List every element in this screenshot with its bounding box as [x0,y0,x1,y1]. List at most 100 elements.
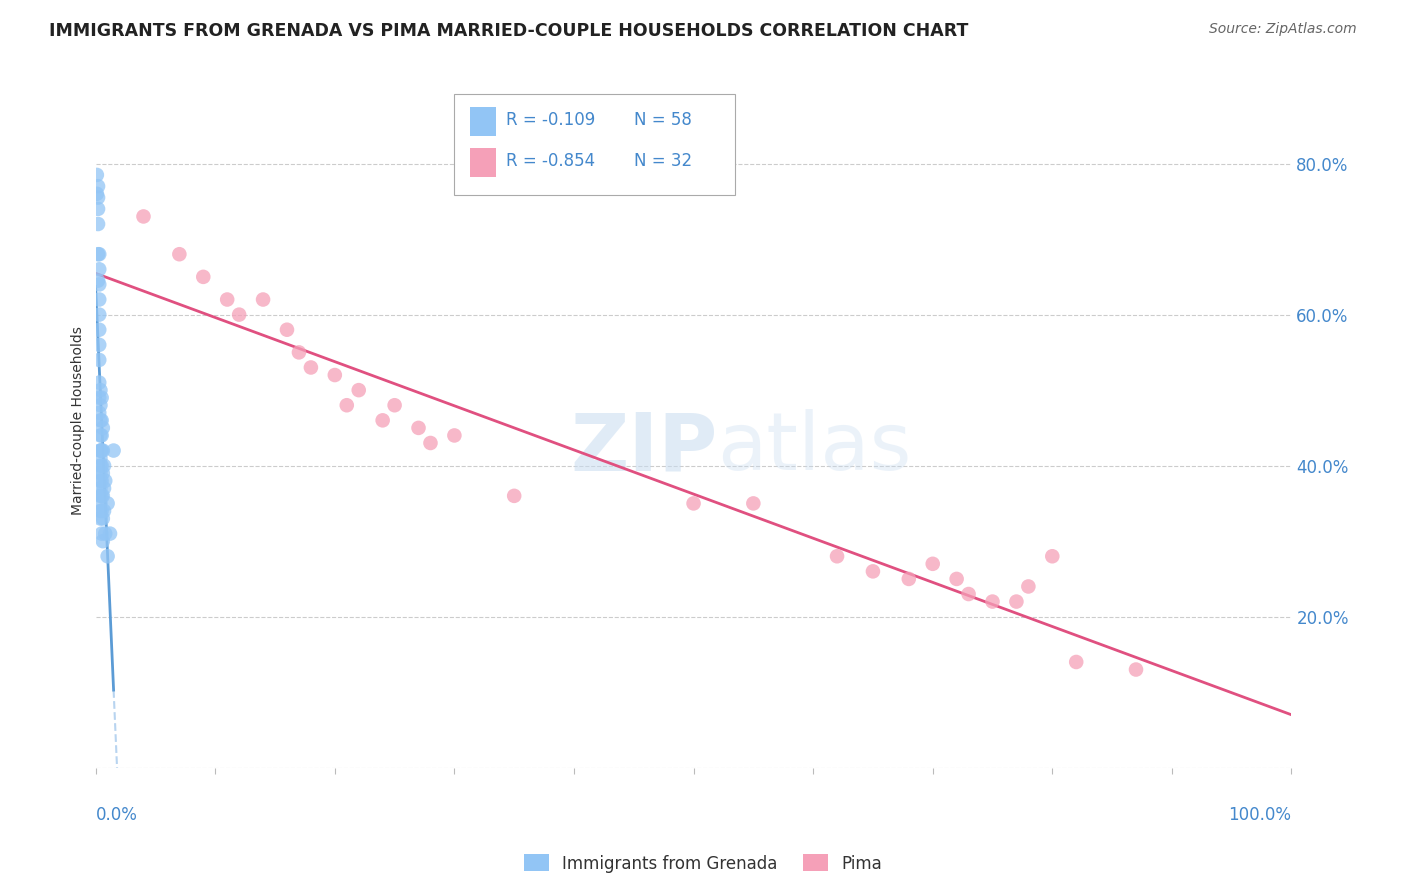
Point [91,511,114,525]
Point [169,247,191,261]
Point [132,210,155,224]
Text: IMMIGRANTS FROM GRENADA VS PIMA MARRIED-COUPLE HOUSEHOLDS CORRELATION CHART: IMMIGRANTS FROM GRENADA VS PIMA MARRIED-… [49,22,969,40]
Point [945,572,967,586]
Point [1017,579,1039,593]
Point [89,511,111,525]
Text: atlas: atlas [717,409,912,487]
Point [862,565,884,579]
Point [94,526,117,541]
Point [89,338,111,352]
Point [89,504,111,518]
Point [825,549,848,564]
Point [97,496,120,510]
Point [897,572,920,586]
Point [89,391,111,405]
Point [443,428,465,442]
FancyBboxPatch shape [454,94,735,194]
Point [93,504,115,518]
Point [86,186,108,201]
Point [91,534,114,549]
Point [336,398,359,412]
Point [89,376,111,390]
Point [90,413,112,427]
Point [87,190,110,204]
Point [1064,655,1087,669]
Point [408,421,430,435]
Point [89,308,111,322]
Point [90,504,112,518]
Point [1125,663,1147,677]
Point [981,594,1004,608]
Point [89,489,111,503]
Point [957,587,980,601]
Text: Source: ZipAtlas.com: Source: ZipAtlas.com [1209,22,1357,37]
Point [89,474,111,488]
Text: 0.0%: 0.0% [96,805,138,824]
Text: R = -0.109: R = -0.109 [506,111,595,128]
Point [89,496,111,510]
Point [90,443,112,458]
Point [87,274,110,288]
Point [94,474,117,488]
Point [89,398,111,412]
Point [347,383,370,397]
Point [89,443,111,458]
Point [193,269,215,284]
Point [89,458,111,473]
Legend: Immigrants from Grenada, Pima: Immigrants from Grenada, Pima [517,847,889,880]
Point [91,466,114,480]
Text: R = -0.854: R = -0.854 [506,153,595,170]
Text: ZIP: ZIP [571,409,717,487]
Point [89,247,111,261]
Point [91,443,114,458]
Point [1005,594,1028,608]
Point [1040,549,1063,564]
Point [97,549,120,564]
Point [419,436,441,450]
Point [288,345,311,359]
Point [98,526,121,541]
Text: 100.0%: 100.0% [1229,805,1292,824]
Point [299,360,322,375]
Point [93,458,115,473]
Point [90,428,112,442]
Point [103,443,125,458]
Point [89,443,111,458]
Text: N = 58: N = 58 [634,111,692,128]
Point [87,217,110,231]
Point [86,168,108,182]
Point [89,428,111,442]
Point [90,391,112,405]
Point [682,496,704,510]
Point [371,413,394,427]
Point [323,368,346,382]
Point [252,293,274,307]
Point [503,489,526,503]
Point [89,277,111,292]
Point [89,353,111,368]
Point [87,179,110,194]
Point [91,421,114,435]
Point [90,526,112,541]
Point [921,557,943,571]
Point [384,398,406,412]
Point [217,293,239,307]
Point [89,413,111,427]
Y-axis label: Married-couple Households: Married-couple Households [72,326,86,515]
FancyBboxPatch shape [470,148,496,178]
Text: N = 32: N = 32 [634,153,692,170]
Point [742,496,765,510]
Point [89,293,111,307]
Point [276,323,298,337]
Point [87,202,110,216]
Point [228,308,250,322]
Point [89,323,111,337]
Point [87,247,110,261]
Point [91,489,114,503]
Point [93,481,115,495]
Point [89,481,111,495]
Point [89,262,111,277]
Point [90,489,112,503]
Point [89,451,111,466]
Point [89,406,111,420]
